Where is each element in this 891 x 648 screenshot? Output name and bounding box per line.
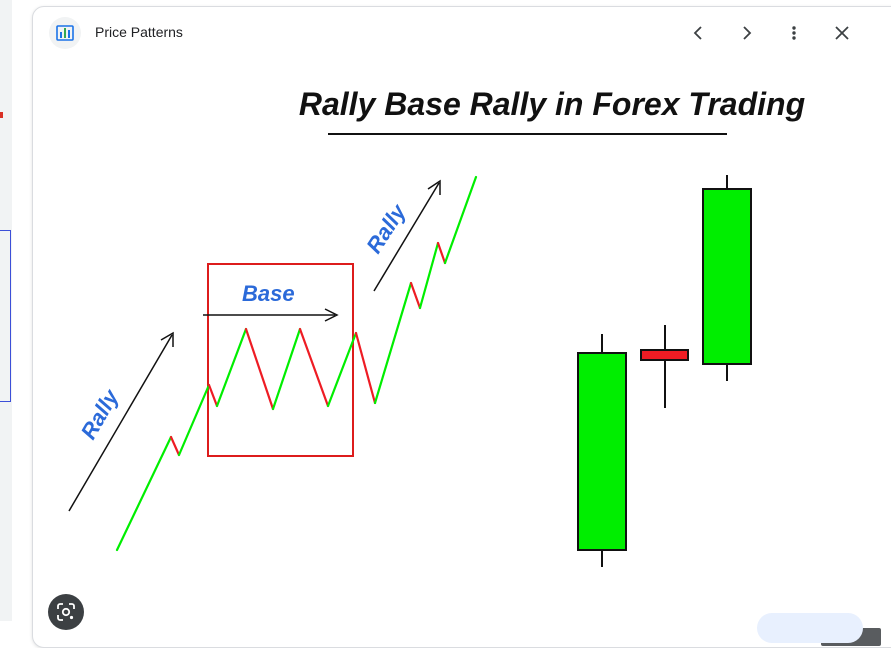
edge-mark [0,112,3,118]
more-vert-icon [792,26,796,40]
chevron-right-icon [743,26,752,40]
candle-body [577,352,627,551]
price-down-leg [169,435,181,457]
price-down-leg [298,327,330,408]
candlestick-rally-2 [702,175,752,381]
base-arrowhead [324,308,339,322]
rally-right-label: Rally [361,199,412,258]
right-rally-arrow [373,182,440,292]
price-down-leg [409,281,422,310]
price-up-leg [177,383,211,457]
price-up-leg [418,241,440,310]
candle-body [702,188,752,365]
bar-chart-logo-icon[interactable] [49,17,81,49]
price-down-leg [354,331,377,405]
more-options-button[interactable] [778,17,810,49]
base-box [207,263,354,457]
bottom-action-pill[interactable] [757,613,863,643]
price-up-leg [373,281,413,405]
candlestick-base [640,325,689,408]
price-down-leg [207,383,219,408]
site-name[interactable]: Price Patterns [95,24,183,40]
image-preview-panel: Price Patterns [32,6,891,648]
background-page-edge [0,0,12,621]
close-icon [835,26,849,40]
image-title: Rally Base Rally in Forex Trading [299,86,805,122]
price-up-leg [271,327,302,411]
close-button[interactable] [826,17,858,49]
base-label: Base [242,281,295,306]
price-line [115,175,478,552]
candlestick-rally-1 [577,334,627,567]
price-up-leg [443,175,478,265]
rally-left-label: Rally [76,384,125,444]
left-rally-arrowhead [160,331,174,347]
google-lens-icon [57,603,75,621]
chevron-left-icon [693,26,702,40]
preview-image[interactable]: Rally Base Rally in Forex Trading Rally … [33,57,881,646]
price-down-leg [244,327,275,411]
price-up-leg [115,435,173,552]
candle-body [640,349,689,361]
preview-header: Price Patterns [33,7,891,57]
previous-button[interactable] [683,17,715,49]
price-down-leg [436,241,447,265]
edge-frame [0,230,11,402]
google-lens-button[interactable] [48,594,84,630]
price-up-leg [215,327,248,408]
price-up-leg [326,331,358,408]
next-button[interactable] [730,17,762,49]
right-rally-arrowhead [427,179,441,195]
left-rally-arrow [68,334,173,512]
rally-base-rally-diagram: Rally Base Rally in Forex Trading Rally … [68,86,805,567]
